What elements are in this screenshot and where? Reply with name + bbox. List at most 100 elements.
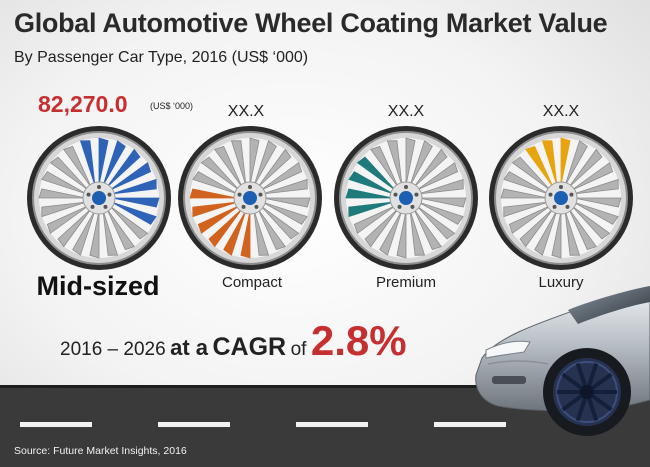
spoke — [508, 205, 551, 234]
accent-spoke — [189, 188, 238, 199]
cagr-of: of — [290, 339, 307, 360]
cagr-period: 2016 – 2026 — [60, 339, 166, 360]
lug-nut — [569, 192, 574, 197]
spoke — [573, 197, 622, 208]
lug-nut — [552, 204, 557, 209]
hub-cap — [243, 191, 257, 205]
accent-spoke — [197, 205, 240, 234]
wheel-icon — [489, 126, 633, 270]
spoke — [503, 171, 549, 195]
lug-nut — [107, 192, 112, 197]
cagr-word: CAGR — [212, 333, 287, 361]
accent-spoke — [345, 188, 394, 199]
spoke — [519, 208, 554, 248]
wheel-mid-sized — [26, 125, 172, 271]
spoke — [49, 156, 89, 191]
spoke — [416, 205, 456, 240]
spoke — [257, 208, 286, 251]
spoke — [413, 148, 448, 188]
spoke — [262, 201, 308, 225]
spoke — [370, 145, 399, 188]
lug-nut — [410, 204, 415, 209]
accent-spoke — [356, 156, 396, 191]
accent-spoke — [106, 148, 141, 188]
spoke — [106, 208, 135, 251]
spoke — [41, 201, 87, 218]
spoke — [72, 210, 96, 256]
lug-nut — [86, 192, 91, 197]
wheel-value-premium: XX.X — [387, 103, 425, 120]
accent-spoke — [560, 137, 571, 186]
spoke — [500, 188, 549, 199]
spoke — [564, 210, 581, 256]
accent-spoke — [111, 201, 157, 225]
spoke — [573, 201, 619, 225]
lug-nut — [103, 204, 108, 209]
hub-cap — [554, 191, 568, 205]
spoke — [418, 201, 464, 225]
spoke — [57, 208, 92, 248]
spoke — [409, 210, 426, 256]
spoke — [418, 178, 464, 195]
wheel-value-compact: XX.X — [227, 103, 265, 120]
spoke — [416, 162, 459, 191]
spoke — [386, 140, 403, 186]
accent-spoke — [111, 178, 157, 195]
spoke — [568, 208, 597, 251]
category-label-mid-sized: Mid-sized — [36, 271, 160, 301]
accent-spoke — [109, 162, 152, 191]
lug-nut — [254, 204, 259, 209]
cagr-value: 2.8% — [310, 317, 407, 364]
lug-nut — [248, 185, 252, 189]
spoke — [573, 178, 619, 195]
chart-subtitle: By Passenger Car Type, 2016 (US$ ‘000) — [14, 49, 309, 66]
lug-nut — [565, 204, 570, 209]
spoke — [63, 145, 92, 188]
spoke — [214, 145, 243, 188]
highlight-unit: (US$ ‘000) — [150, 101, 194, 111]
spoke — [260, 162, 303, 191]
lane-marking — [434, 422, 506, 427]
spoke — [409, 140, 433, 186]
spoke — [249, 137, 260, 186]
spoke — [257, 148, 292, 188]
accent-spoke — [192, 201, 238, 218]
spoke — [511, 156, 551, 191]
cagr-at-a: at a — [170, 335, 209, 360]
lane-marking — [296, 422, 368, 427]
lug-nut — [258, 192, 263, 197]
lug-nut — [397, 204, 402, 209]
hub-cap — [92, 191, 106, 205]
lug-nut — [237, 192, 242, 197]
lug-nut — [414, 192, 419, 197]
spoke — [200, 156, 240, 191]
lane-marking — [158, 422, 230, 427]
lane-marking — [20, 422, 92, 427]
spoke — [260, 205, 300, 240]
wheel-premium — [333, 125, 479, 271]
lug-nut — [404, 185, 408, 189]
lug-nut — [548, 192, 553, 197]
spoke — [353, 205, 396, 234]
accent-spoke — [111, 197, 160, 208]
spoke — [534, 210, 558, 256]
category-label-compact: Compact — [221, 274, 283, 291]
spoke — [253, 210, 270, 256]
hub-cap — [399, 191, 413, 205]
spoke — [571, 162, 614, 191]
chart-title: Global Automotive Wheel Coating Market V… — [14, 8, 608, 38]
wheel-luxury — [488, 125, 634, 271]
spoke — [568, 148, 603, 188]
spoke — [564, 140, 588, 186]
lug-nut — [241, 204, 246, 209]
road-edge — [0, 385, 650, 389]
spoke — [418, 197, 467, 208]
lug-nut — [90, 204, 95, 209]
spoke — [396, 210, 407, 259]
accent-spoke — [348, 201, 394, 218]
cagr-annotation: 2016 – 2026 at a CAGR of 2.8% — [60, 317, 407, 365]
spoke — [192, 171, 238, 195]
accent-spoke — [541, 140, 558, 186]
spoke — [379, 210, 403, 256]
spoke — [41, 171, 87, 195]
